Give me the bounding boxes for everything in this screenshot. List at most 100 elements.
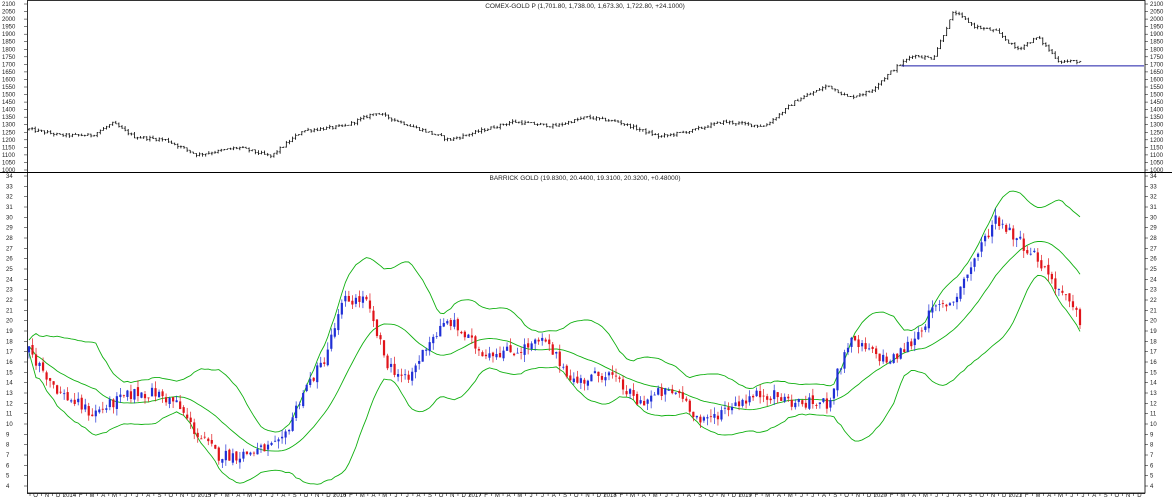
- barrick-candle-body: [1043, 266, 1046, 268]
- gold-y-tick-label-right: 1900: [1150, 32, 1164, 38]
- barrick-candle-body: [579, 378, 582, 383]
- barrick-candle-body: [1008, 227, 1011, 231]
- barrick-candle-body: [333, 328, 336, 337]
- barrick-candle-body: [516, 352, 519, 354]
- barrick-candle-body: [941, 303, 945, 304]
- barrick-candle-body: [193, 422, 196, 434]
- gold-y-tick-label-right: 1350: [1150, 115, 1164, 121]
- barrick-candle-body: [249, 452, 252, 455]
- barrick-candle-body: [815, 404, 818, 406]
- barrick-candle-body: [337, 314, 340, 331]
- x-axis-tick-label: S: [833, 493, 837, 498]
- x-axis-tick-label: F: [755, 493, 759, 498]
- barrick-candle-body: [927, 310, 930, 329]
- barrick-y-tick-label-left: 29: [6, 226, 13, 232]
- barrick-candle-body: [565, 365, 568, 377]
- barrick-candle-body: [713, 413, 716, 418]
- barrick-candle-body: [773, 390, 776, 400]
- gold-y-tick-label-left: 1750: [2, 55, 16, 61]
- barrick-candle-body: [38, 362, 41, 367]
- gold-y-tick-label-right: 1150: [1150, 145, 1164, 151]
- barrick-candle-body: [439, 325, 442, 337]
- barrick-candle-body: [716, 415, 720, 420]
- barrick-candle-body: [864, 343, 867, 350]
- bollinger-middle-band: [28, 241, 1081, 452]
- barrick-y-tick-label-left: 22: [6, 298, 13, 304]
- barrick-candle-body: [172, 397, 175, 402]
- barrick-candle-body: [607, 372, 611, 376]
- barrick-candle-body: [1040, 260, 1043, 269]
- barrick-candle-body: [808, 397, 811, 409]
- barrick-candle-body: [1029, 253, 1032, 255]
- barrick-candle-body: [175, 400, 178, 403]
- x-axis-tick-label: J: [946, 493, 949, 498]
- barrick-candle-body: [885, 356, 888, 363]
- barrick-candle-body: [270, 442, 273, 445]
- barrick-candle-body: [428, 342, 431, 352]
- barrick-candle-body: [228, 449, 231, 461]
- x-axis-tick-label: D: [867, 493, 872, 498]
- barrick-chart-title: BARRICK GOLD (19.8300, 20.4400, 19.3100,…: [490, 175, 681, 182]
- gold-y-tick-label-left: 1600: [2, 77, 16, 83]
- barrick-y-tick-label-right: 33: [1150, 184, 1157, 190]
- barrick-candle-body: [1001, 223, 1004, 225]
- gold-y-tick-label-right: 2100: [1150, 2, 1164, 8]
- x-axis-tick-label: J: [541, 493, 544, 498]
- barrick-candle-body: [720, 410, 723, 420]
- barrick-candle-body: [179, 401, 182, 410]
- barrick-candle-body: [484, 354, 488, 357]
- gold-y-tick-label-right: 1300: [1150, 123, 1164, 129]
- barrick-candle-body: [238, 458, 242, 463]
- barrick-candle-body: [836, 368, 839, 391]
- barrick-y-tick-label-left: 4: [6, 484, 10, 490]
- barrick-candle-body: [674, 392, 677, 394]
- gold-y-tick-label-right: 1250: [1150, 130, 1164, 136]
- barrick-y-tick-label-left: 19: [6, 329, 13, 335]
- barrick-y-tick-label-left: 20: [6, 319, 13, 325]
- barrick-candle-body: [488, 353, 491, 358]
- barrick-candle-body: [319, 362, 322, 368]
- barrick-candle-body: [621, 379, 625, 390]
- barrick-candle-body: [27, 346, 31, 353]
- barrick-candle-body: [998, 217, 1001, 226]
- barrick-candle-body: [477, 349, 481, 351]
- x-axis-tick-label: F: [484, 493, 488, 498]
- barrick-candle-body: [991, 224, 994, 237]
- barrick-candle-body: [309, 379, 312, 385]
- barrick-candle-body: [375, 319, 379, 337]
- x-axis-tick-label: 2018: [603, 493, 617, 498]
- barrick-candle-body: [1071, 301, 1075, 308]
- barrick-candle-body: [737, 401, 741, 407]
- x-axis-tick-label: D: [597, 493, 602, 498]
- barrick-y-tick-label-left: 34: [6, 174, 13, 180]
- x-axis-tick-label: D: [1137, 493, 1142, 498]
- x-axis-tick-label: A: [236, 493, 240, 498]
- x-axis-tick-label: M: [112, 493, 117, 498]
- barrick-candle-body: [614, 375, 618, 377]
- x-axis-tick-label: M: [630, 493, 635, 498]
- barrick-y-tick-label-right: 4: [1150, 484, 1154, 490]
- x-axis-tick-label: M: [653, 493, 658, 498]
- barrick-candle-body: [1047, 264, 1050, 275]
- barrick-candle-body: [917, 332, 920, 340]
- gold-y-tick-label-right: 1650: [1150, 70, 1164, 76]
- barrick-candle-body: [653, 394, 656, 396]
- barrick-y-tick-label-right: 16: [1150, 360, 1157, 366]
- barrick-candle-body: [839, 368, 843, 370]
- x-axis-tick-label: N: [991, 493, 995, 498]
- barrick-y-tick-label-left: 10: [6, 422, 13, 428]
- x-axis-tick-label: M: [360, 493, 365, 498]
- gold-y-tick-label-left: 1000: [2, 168, 16, 174]
- barrick-y-tick-label-left: 23: [6, 288, 13, 294]
- barrick-candle-body: [235, 451, 238, 461]
- barrick-y-tick-label-right: 31: [1150, 205, 1157, 211]
- barrick-candle-body: [769, 398, 772, 401]
- barrick-candle-body: [1050, 273, 1053, 280]
- barrick-y-tick-label-right: 29: [1150, 226, 1157, 232]
- barrick-candle-body: [702, 417, 705, 421]
- barrick-y-tick-label-right: 34: [1150, 174, 1157, 180]
- x-axis-tick-label: F: [619, 493, 623, 498]
- bollinger-upper-band: [28, 190, 1081, 433]
